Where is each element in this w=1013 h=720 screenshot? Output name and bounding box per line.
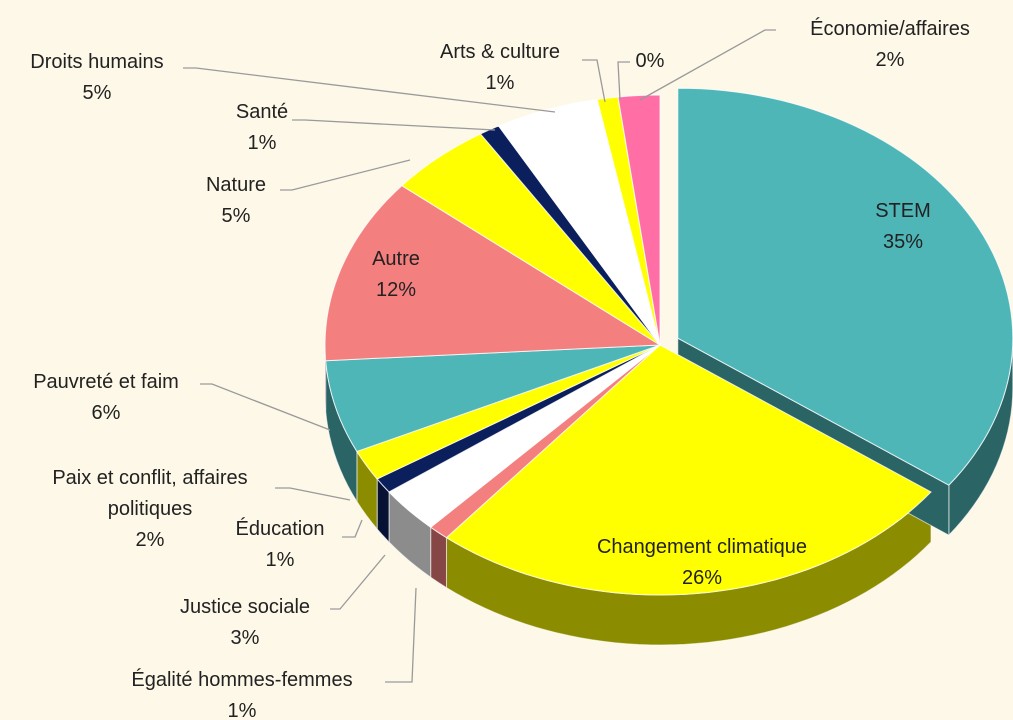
slice-value-label: 5% (82, 82, 112, 104)
slice-label: Économie/affaires (810, 18, 970, 40)
leader-line (639, 29, 776, 101)
slice-value-label: 6% (91, 402, 121, 424)
slice-value-label: 5% (221, 205, 251, 227)
slice-value-label: 1% (485, 72, 515, 94)
slice (325, 344, 661, 453)
slice-value-label: 1% (247, 132, 277, 154)
leader-line (200, 383, 331, 431)
slice (677, 87, 1013, 486)
slice (617, 94, 661, 346)
slice-label: STEM (875, 200, 931, 222)
slice-label: Droits humains (30, 51, 164, 73)
slice-label: Nature (205, 174, 267, 196)
leader-line (292, 119, 496, 131)
leader-line (183, 67, 556, 113)
slice-value-label: 2% (875, 49, 905, 71)
leader-line (617, 61, 630, 101)
slice-value-label: 1% (227, 700, 257, 720)
slice-label: Arts & culture (439, 41, 561, 63)
slice-value-label: 35% (882, 231, 924, 253)
slice-label: Paix et conflit, affaires politiques (52, 467, 248, 520)
slice (445, 344, 932, 596)
slice (388, 344, 661, 528)
slice-value-label: 1% (265, 549, 295, 571)
leader-line (582, 59, 606, 103)
slice-value-label: 26% (681, 567, 723, 589)
slice-value-label: 2% (135, 529, 165, 551)
slice-label: Changement climatique (596, 536, 808, 558)
slice-label: Autre (372, 248, 420, 270)
leader-line (342, 519, 363, 538)
slice-value-label: 0% (635, 50, 665, 72)
leader-line (330, 554, 386, 610)
slice-label: Santé (235, 101, 289, 123)
slice (401, 133, 661, 346)
slice-label: Éducation (235, 518, 325, 540)
slice-value-label: 3% (230, 627, 260, 649)
slice-label: Pauvreté et faim (33, 371, 179, 393)
slice-label: Justice sociale (179, 596, 311, 618)
slice-label: Égalité hommes-femmes (131, 669, 353, 691)
slice (324, 185, 662, 362)
leader-line (385, 587, 417, 683)
slice (497, 98, 661, 346)
leader-line (280, 159, 411, 191)
slice-value-label: 12% (375, 279, 417, 301)
leader-line (275, 487, 351, 501)
